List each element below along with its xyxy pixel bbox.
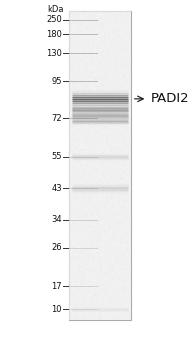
Text: 250: 250 bbox=[46, 15, 62, 25]
Text: 95: 95 bbox=[51, 77, 62, 86]
Text: 130: 130 bbox=[46, 49, 62, 58]
Text: PADI2: PADI2 bbox=[151, 92, 189, 105]
Text: 43: 43 bbox=[51, 184, 62, 193]
Text: 55: 55 bbox=[51, 152, 62, 161]
Text: 180: 180 bbox=[46, 30, 62, 38]
Bar bbox=[69, 11, 131, 320]
Text: 34: 34 bbox=[51, 215, 62, 224]
Text: 26: 26 bbox=[51, 243, 62, 252]
Text: 17: 17 bbox=[51, 282, 62, 291]
Text: kDa: kDa bbox=[48, 5, 64, 14]
Text: 72: 72 bbox=[51, 114, 62, 122]
Text: 10: 10 bbox=[51, 305, 62, 314]
